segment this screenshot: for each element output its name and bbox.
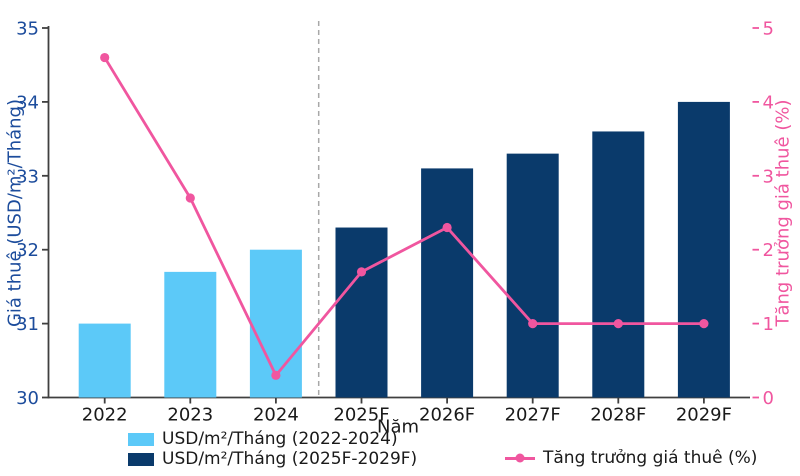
legend-swatch-navy [128, 452, 154, 466]
left-axis-tick-label: 35 [16, 19, 39, 40]
left-axis-tick-label: 31 [16, 314, 39, 335]
legend-swatch-lightblue [128, 432, 154, 446]
bar-2027F [506, 153, 559, 398]
growth-line-marker-2023 [185, 193, 195, 203]
x-axis-tick-label: 2029F [676, 405, 732, 426]
right-axis-tick-label: 3 [763, 166, 774, 187]
x-axis-tick-label: 2024 [253, 405, 299, 426]
x-axis-tick-label: 2023 [167, 405, 213, 426]
legend-label: USD/m²/Tháng (2022-2024) [162, 429, 398, 449]
legend-label: Tăng trưởng giá thuê (%) [543, 448, 758, 468]
growth-line-marker-2026F [442, 222, 452, 233]
right-axis-tick-label: 1 [763, 314, 774, 335]
legend-item-historical-bars: USD/m²/Tháng (2022-2024) [128, 429, 398, 449]
right-axis-tick-label: 0 [763, 388, 774, 409]
legend-line-marker-icon [505, 453, 535, 463]
growth-line-marker-2027F [528, 319, 538, 329]
legend-line-dot-icon [515, 453, 525, 463]
legend-label: USD/m²/Tháng (2025F-2029F) [162, 449, 418, 469]
left-axis-tick-label: 32 [16, 240, 39, 261]
growth-line-marker-2028F [613, 319, 623, 329]
left-axis-tick-label: 30 [16, 388, 39, 409]
x-axis-tick-label: 2027F [505, 405, 561, 426]
bar-2022 [78, 323, 131, 398]
bar-2028F [592, 131, 645, 398]
left-axis-tick-label: 34 [16, 92, 39, 113]
growth-line-marker-2025F [356, 267, 367, 277]
x-axis-tick-label: 2028F [590, 405, 646, 426]
x-axis-tick-label: 2026F [419, 405, 475, 426]
growth-line-marker-2024 [271, 370, 281, 380]
growth-line [103, 56, 706, 377]
x-axis-title: Năm [376, 416, 420, 438]
legend-item-growth-line: Tăng trưởng giá thuê (%) [505, 448, 757, 468]
bar-2026F [421, 168, 474, 398]
right-axis-tick-label: 4 [763, 92, 774, 113]
bar-2023 [164, 271, 217, 398]
bar-2029F [677, 101, 730, 398]
legend-item-forecast-bars: USD/m²/Tháng (2025F-2029F) [128, 449, 417, 469]
left-axis-title: Giá thuê (USD/m²/Tháng) [4, 98, 26, 328]
left-axis-tick-label: 33 [16, 166, 39, 187]
x-axis-tick-label: 2022 [82, 405, 128, 426]
right-axis-title: Tăng trưởng giá thuê (%) [772, 99, 794, 327]
bar-2025F [335, 227, 388, 398]
right-axis-tick-label: 2 [763, 240, 774, 261]
growth-line-marker-2022 [100, 52, 110, 63]
growth-line-marker-2029F [699, 319, 709, 329]
x-axis-tick-label: 2025F [333, 405, 389, 426]
right-axis-tick-label: 5 [763, 19, 774, 40]
